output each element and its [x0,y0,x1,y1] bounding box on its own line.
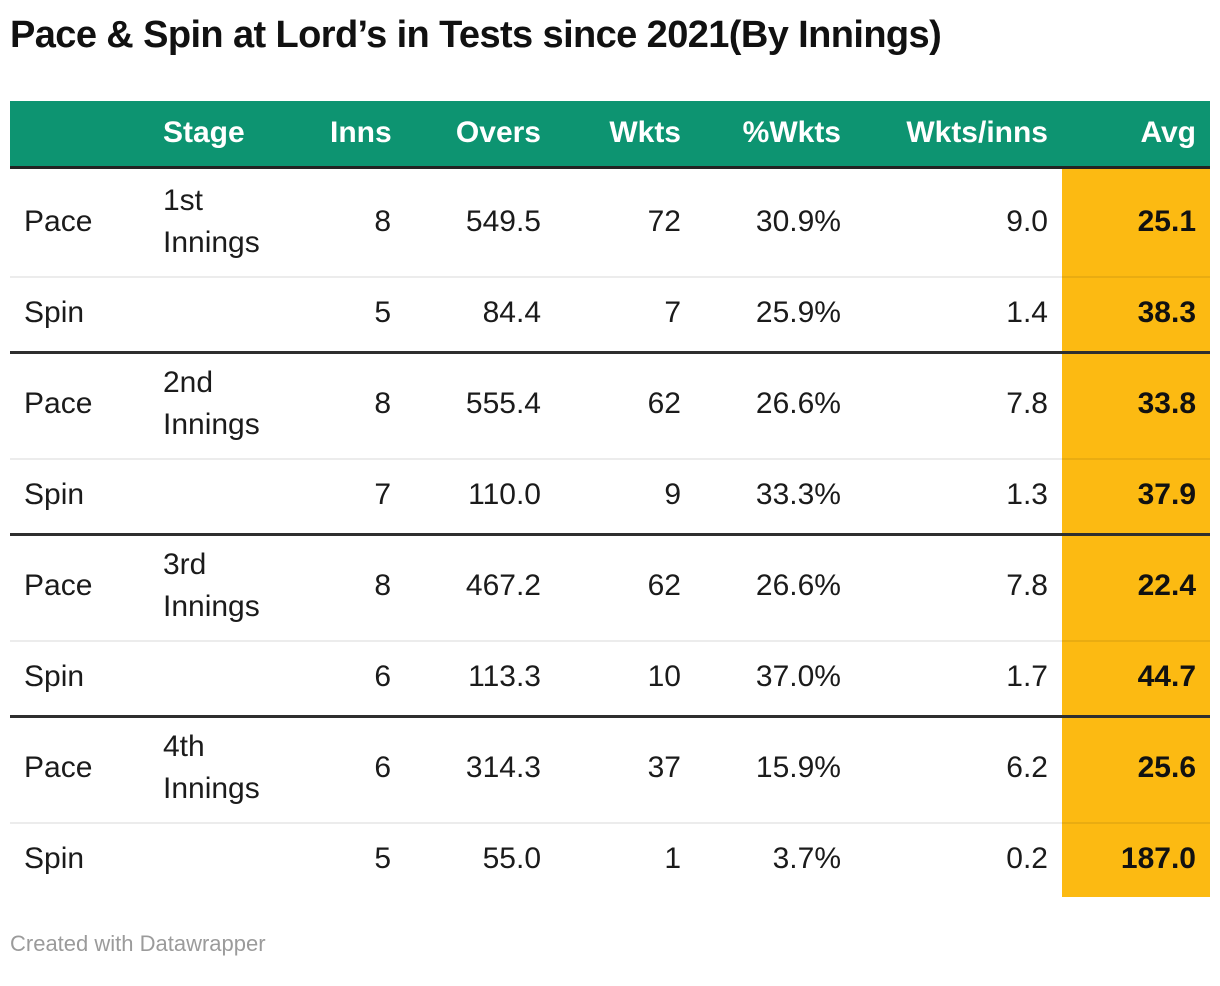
stage-label: 3rd Innings [163,548,260,624]
cell-bowling-type: Spin [24,478,85,512]
cell-bowling-type: Spin [24,296,85,330]
table-row: Pace 4th Innings 6 314.3 37 15.9% 6.2 25… [10,714,1210,822]
cell-wkts-pct: 25.9% [755,296,841,330]
cell-avg: 33.8 [1062,350,1210,458]
cell-bowling-type: Pace [24,387,93,421]
cell-bowling-type: Pace [24,205,93,239]
cell-wkts-per-inns: 1.7 [1006,660,1048,694]
cell-stage: 2nd Innings [155,351,330,458]
cell-inns: 8 [374,387,391,421]
cell-stage: 3rd Innings [155,533,330,640]
stage-label: 4th Innings [163,730,260,806]
stage-label: 1st Innings [163,184,260,260]
cell-stage [155,822,330,897]
cell-wkts-per-inns: 7.8 [1006,569,1048,603]
cell-wkts-per-inns: 6.2 [1006,751,1048,785]
cell-overs: 84.4 [482,296,541,330]
cell-avg: 22.4 [1062,532,1210,640]
cell-avg: 37.9 [1062,457,1210,533]
header-inns: Inns [330,116,392,150]
cell-inns: 8 [374,205,391,239]
cell-stage: 4th Innings [155,715,330,822]
header-stage: Stage [163,116,245,150]
cell-overs: 110.0 [468,478,541,512]
cell-wkts-per-inns: 1.4 [1006,296,1048,330]
cell-stage: 1st Innings [155,169,330,276]
cell-overs: 55.0 [482,842,541,876]
cell-inns: 5 [374,296,391,330]
cell-inns: 6 [374,660,391,694]
cell-wkts-per-inns: 1.3 [1006,478,1048,512]
cell-bowling-type: Pace [24,751,93,785]
cell-overs: 555.4 [465,387,541,421]
cell-wkts-pct: 26.6% [755,387,841,421]
cell-wkts-pct: 30.9% [755,205,841,239]
table-header-row: Stage Inns Overs Wkts %Wkts Wkts/inns Av… [10,100,1210,169]
cell-wkts-per-inns: 0.2 [1006,842,1048,876]
cell-wkts: 9 [664,478,681,512]
cell-inns: 6 [374,751,391,785]
cell-avg: 25.6 [1062,714,1210,822]
cell-wkts-per-inns: 7.8 [1006,387,1048,421]
cell-wkts: 10 [647,660,681,694]
cell-wkts-pct: 15.9% [755,751,841,785]
cell-wkts-pct: 26.6% [755,569,841,603]
cell-stage [155,640,330,715]
cell-avg: 44.7 [1062,639,1210,715]
cell-bowling-type: Spin [24,842,85,876]
cell-avg: 38.3 [1062,275,1210,351]
cell-overs: 314.3 [465,751,541,785]
header-overs: Overs [455,116,541,150]
cell-wkts: 7 [664,296,681,330]
cell-avg: 187.0 [1062,821,1210,897]
table-row: Pace 1st Innings 8 549.5 72 30.9% 9.0 25… [10,168,1210,276]
page: Pace & Spin at Lord’s in Tests since 202… [0,14,1220,957]
cell-overs: 549.5 [465,205,541,239]
data-table: Stage Inns Overs Wkts %Wkts Wkts/inns Av… [10,100,1210,897]
cell-wkts: 37 [647,751,681,785]
cell-overs: 113.3 [468,660,541,694]
cell-overs: 467.2 [465,569,541,603]
header-wkts-pct: %Wkts [742,116,841,150]
table-row: Pace 2nd Innings 8 555.4 62 26.6% 7.8 33… [10,350,1210,458]
header-wkts-per-inns: Wkts/inns [906,116,1048,150]
cell-wkts: 62 [647,387,681,421]
stage-label: 2nd Innings [163,366,260,442]
cell-stage [155,458,330,533]
cell-wkts-pct: 33.3% [755,478,841,512]
cell-inns: 5 [374,842,391,876]
table-row: Spin 5 55.0 1 3.7% 0.2 187.0 [10,821,1210,897]
page-title: Pace & Spin at Lord’s in Tests since 202… [10,14,942,56]
header-avg: Avg [1140,116,1196,150]
cell-wkts: 62 [647,569,681,603]
cell-wkts-pct: 37.0% [755,660,841,694]
cell-bowling-type: Pace [24,569,93,603]
cell-wkts: 72 [647,205,681,239]
cell-inns: 8 [374,569,391,603]
table-row: Spin 7 110.0 9 33.3% 1.3 37.9 [10,457,1210,533]
attribution: Created with Datawrapper [10,930,266,956]
cell-wkts-per-inns: 9.0 [1006,205,1048,239]
table-row: Pace 3rd Innings 8 467.2 62 26.6% 7.8 22… [10,532,1210,640]
cell-stage [155,276,330,351]
cell-inns: 7 [374,478,391,512]
table-row: Spin 6 113.3 10 37.0% 1.7 44.7 [10,639,1210,715]
cell-bowling-type: Spin [24,660,85,694]
header-wkts: Wkts [609,116,681,150]
table-row: Spin 5 84.4 7 25.9% 1.4 38.3 [10,275,1210,351]
cell-avg: 25.1 [1062,168,1210,276]
cell-wkts: 1 [664,842,681,876]
cell-wkts-pct: 3.7% [772,842,841,876]
